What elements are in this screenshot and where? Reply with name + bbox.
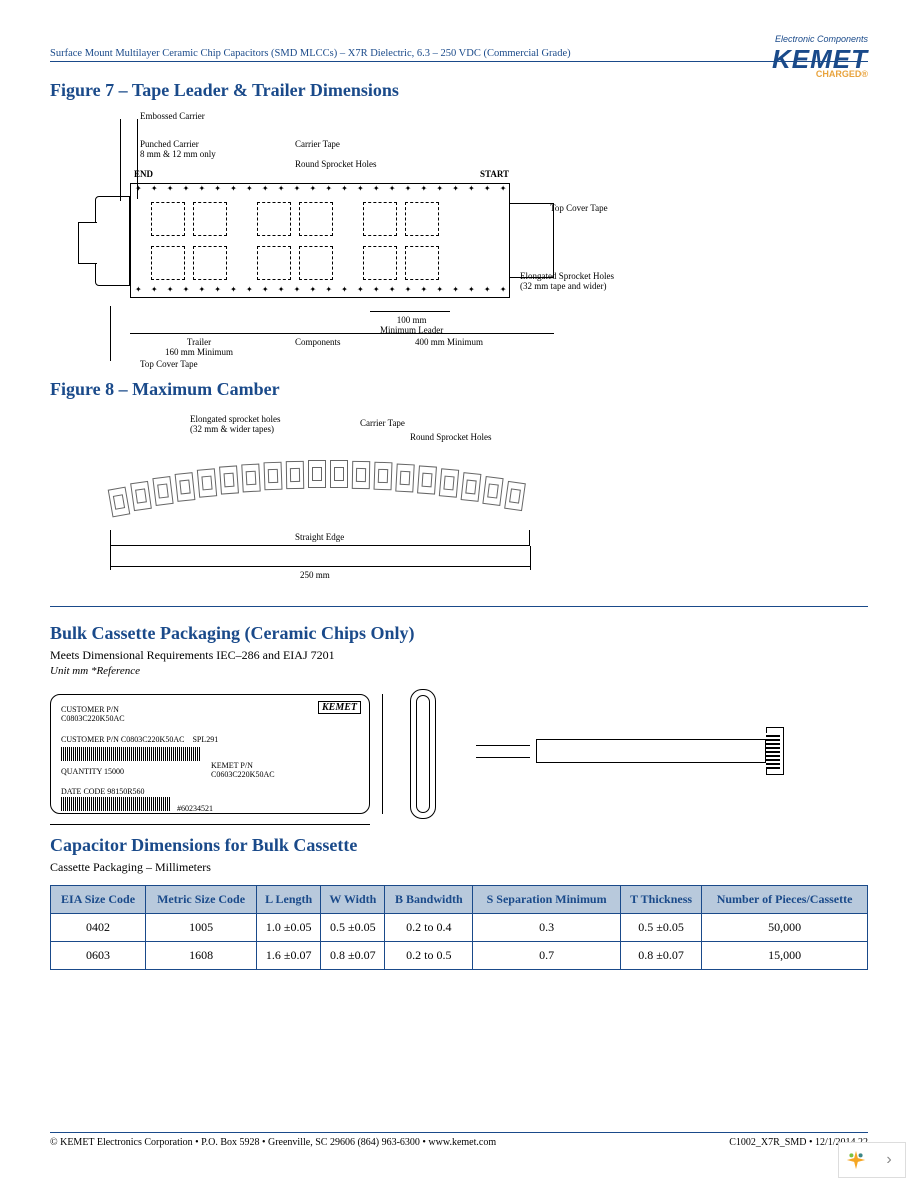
fig8-label-round: Round Sprocket Holes <box>410 432 492 442</box>
cassette-lot: #60234521 <box>177 804 213 813</box>
fig8-label-straight: Straight Edge <box>295 532 344 542</box>
brand-logo: Electronic Components KEMET CHARGED® <box>772 35 868 79</box>
fig8-dim-250: 250 mm <box>300 570 330 580</box>
footer-left: © KEMET Electronics Corporation • P.O. B… <box>50 1137 496 1148</box>
page-nav-widget[interactable]: › <box>838 1142 906 1178</box>
cassette-logo: KEMET <box>318 701 361 714</box>
cassette-diagram: KEMET CUSTOMER P/N C0803C220K50AC CUSTOM… <box>50 689 868 819</box>
fig7-label-round: Round Sprocket Holes <box>295 159 377 169</box>
fig7-dim-100: 100 mm Minimum Leader <box>380 315 443 335</box>
cassette-kpn: C0603C220K50AC <box>211 770 275 779</box>
nav-logo-icon <box>839 1143 873 1177</box>
fig7-label-topcover-l: Top Cover Tape <box>140 359 198 369</box>
col-eia: EIA Size Code <box>51 886 146 914</box>
col-separation: S Separation Minimum <box>473 886 621 914</box>
col-thickness: T Thickness <box>620 886 701 914</box>
cassette-spl: SPL291 <box>192 735 218 744</box>
section-divider <box>50 606 868 607</box>
fig7-label-punched: Punched Carrier 8 mm & 12 mm only <box>140 139 216 159</box>
bulk-unit-note: Unit mm *Reference <box>50 665 868 677</box>
fig7-dim-trailer: Trailer 160 mm Minimum <box>165 337 233 357</box>
cassette-qty: QUANTITY 15000 <box>61 767 124 776</box>
figure7-diagram: ✦✦✦✦✦✦✦✦✦✦✦✦✦✦✦✦✦✦✦✦✦✦✦✦ ✦✦✦✦✦✦✦✦✦✦✦✦✦✦✦… <box>70 111 630 371</box>
fig7-label-carrier: Carrier Tape <box>295 139 340 149</box>
cassette-date: DATE CODE 98150R560 <box>61 787 145 796</box>
fig7-dim-components: Components <box>295 337 341 347</box>
fig7-label-start: START <box>480 169 509 179</box>
page-footer: © KEMET Electronics Corporation • P.O. B… <box>50 1132 868 1148</box>
cassette-kpn-lbl: KEMET P/N <box>211 761 253 770</box>
bulk-subtitle: Meets Dimensional Requirements IEC–286 a… <box>50 648 868 663</box>
dimensions-table: EIA Size Code Metric Size Code L Length … <box>50 885 868 970</box>
table-header-row: EIA Size Code Metric Size Code L Length … <box>51 886 868 914</box>
col-width: W Width <box>321 886 385 914</box>
table-row: 0603 1608 1.6 ±0.07 0.8 ±0.07 0.2 to 0.5… <box>51 942 868 970</box>
logo-tagline-top: Electronic Components <box>772 35 868 44</box>
col-length: L Length <box>257 886 321 914</box>
fig7-label-topcover-r: Top Cover Tape <box>550 203 608 213</box>
col-pieces: Number of Pieces/Cassette <box>702 886 868 914</box>
cassette-cust-pn-lbl: CUSTOMER P/N <box>61 705 119 714</box>
page-header: Surface Mount Multilayer Ceramic Chip Ca… <box>50 48 868 62</box>
fig7-label-embossed: Embossed Carrier <box>140 111 205 121</box>
nav-next-icon[interactable]: › <box>873 1151 905 1169</box>
dims-subtitle: Cassette Packaging – Millimeters <box>50 860 868 875</box>
figure8-diagram: Elongated sprocket holes (32 mm & wider … <box>70 410 580 590</box>
fig8-label-carrier: Carrier Tape <box>360 418 405 428</box>
table-row: 0402 1005 1.0 ±0.05 0.5 ±0.05 0.2 to 0.4… <box>51 914 868 942</box>
document-title: Surface Mount Multilayer Ceramic Chip Ca… <box>50 48 571 59</box>
figure7-title: Figure 7 – Tape Leader & Trailer Dimensi… <box>50 80 868 101</box>
bulk-title: Bulk Cassette Packaging (Ceramic Chips O… <box>50 623 868 644</box>
fig7-dim-400: 400 mm Minimum <box>415 337 483 347</box>
cassette-cust-pn2: CUSTOMER P/N C0803C220K50AC <box>61 735 184 744</box>
cassette-cust-pn: C0803C220K50AC <box>61 714 125 723</box>
col-metric: Metric Size Code <box>146 886 257 914</box>
fig7-label-elongated: Elongated Sprocket Holes (32 mm tape and… <box>520 271 614 291</box>
col-bandwidth: B Bandwidth <box>385 886 473 914</box>
figure8-title: Figure 8 – Maximum Camber <box>50 379 868 400</box>
fig8-label-elongated: Elongated sprocket holes (32 mm & wider … <box>190 414 280 434</box>
dims-title: Capacitor Dimensions for Bulk Cassette <box>50 835 868 856</box>
